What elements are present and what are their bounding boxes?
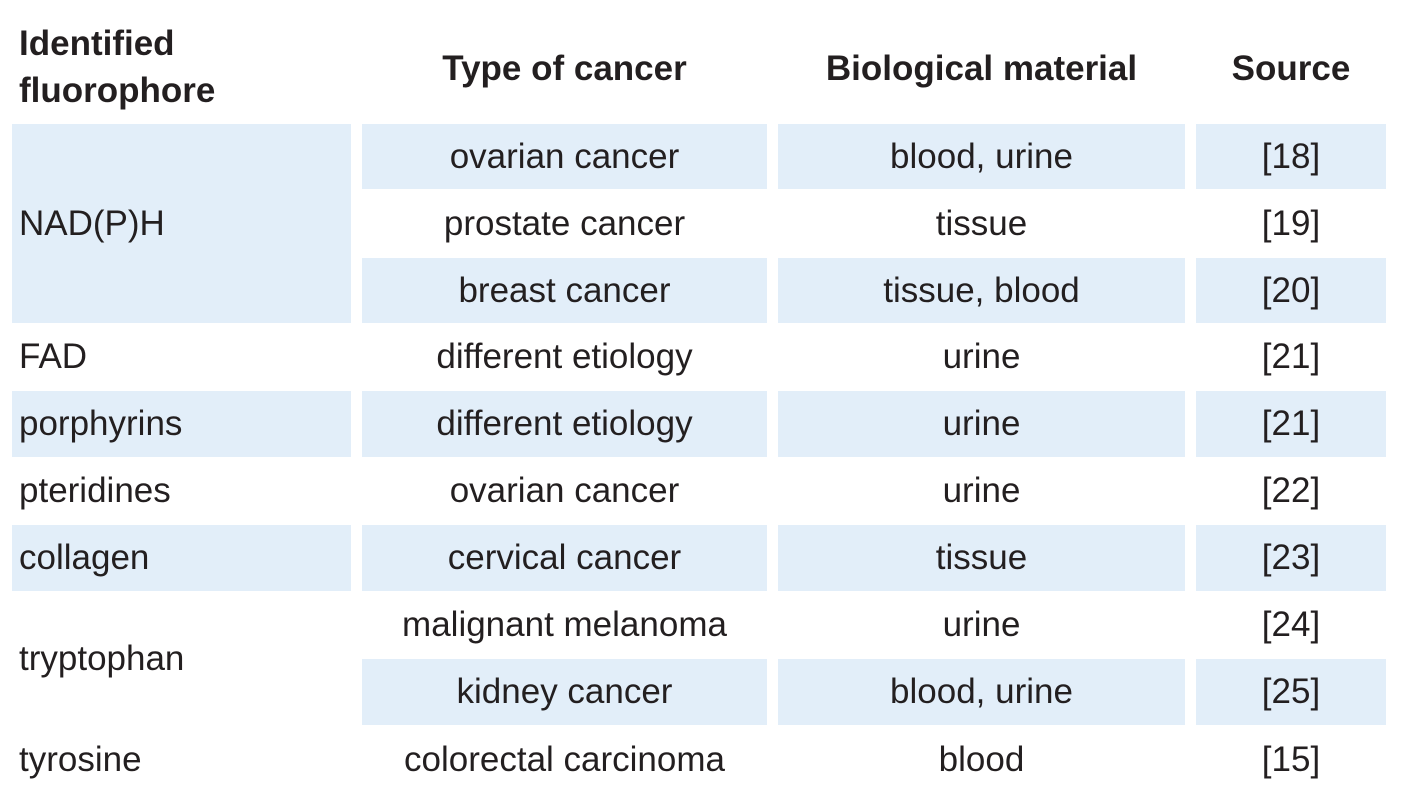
cancer-type-cell: different etiology	[362, 391, 767, 457]
cancer-type-cell: prostate cancer	[443, 203, 686, 243]
material-cell: blood, urine	[778, 659, 1185, 725]
cancer-type-cell: breast cancer	[362, 258, 767, 323]
cancer-type-cell: colorectal carcinoma	[404, 740, 725, 779]
fluorophore-cell: tyrosine	[19, 740, 142, 779]
fluorophore-cell: NAD(P)H	[12, 124, 351, 323]
source-cell: [22]	[1261, 471, 1321, 510]
fluorophore-cell: porphyrins	[12, 391, 351, 457]
source-cell: [15]	[1261, 740, 1321, 779]
cancer-type-cell: cervical cancer	[362, 525, 767, 591]
material-cell: blood, urine	[778, 124, 1185, 189]
material-cell: tissue, blood	[778, 258, 1185, 323]
cancer-type-cell: kidney cancer	[362, 659, 767, 725]
source-cell: [21]	[1261, 337, 1321, 376]
material-cell: tissue	[778, 525, 1185, 591]
header-source: Source	[1231, 49, 1351, 88]
fluorophore-cell: FAD	[19, 337, 88, 376]
material-cell: blood	[938, 740, 1025, 779]
cancer-type-cell: ovarian cancer	[449, 471, 680, 510]
source-cell: [23]	[1196, 525, 1386, 591]
cancer-type-cell: different etiology	[436, 337, 693, 376]
material-cell: urine	[942, 605, 1021, 644]
fluorophore-cell: pteridines	[19, 471, 171, 510]
source-cell: [18]	[1196, 124, 1386, 189]
material-cell: urine	[778, 391, 1185, 457]
header-identified-fluorophore: Identified fluorophore	[19, 24, 216, 110]
source-cell: [20]	[1196, 258, 1386, 323]
source-cell: [21]	[1196, 391, 1386, 457]
cancer-type-cell: malignant melanoma	[402, 605, 727, 644]
header-biological-material: Biological material	[825, 49, 1138, 88]
source-cell: [24]	[1261, 605, 1321, 644]
source-cell: [19]	[1261, 203, 1321, 243]
fluorophore-cell: collagen	[12, 525, 351, 591]
material-cell: urine	[942, 471, 1021, 510]
header-type-of-cancer: Type of cancer	[442, 49, 687, 88]
material-cell: urine	[942, 337, 1021, 376]
source-cell: [25]	[1196, 659, 1386, 725]
fluorophore-cell: tryptophan	[19, 639, 185, 678]
cancer-type-cell: ovarian cancer	[362, 124, 767, 189]
material-cell: tissue	[935, 203, 1028, 243]
